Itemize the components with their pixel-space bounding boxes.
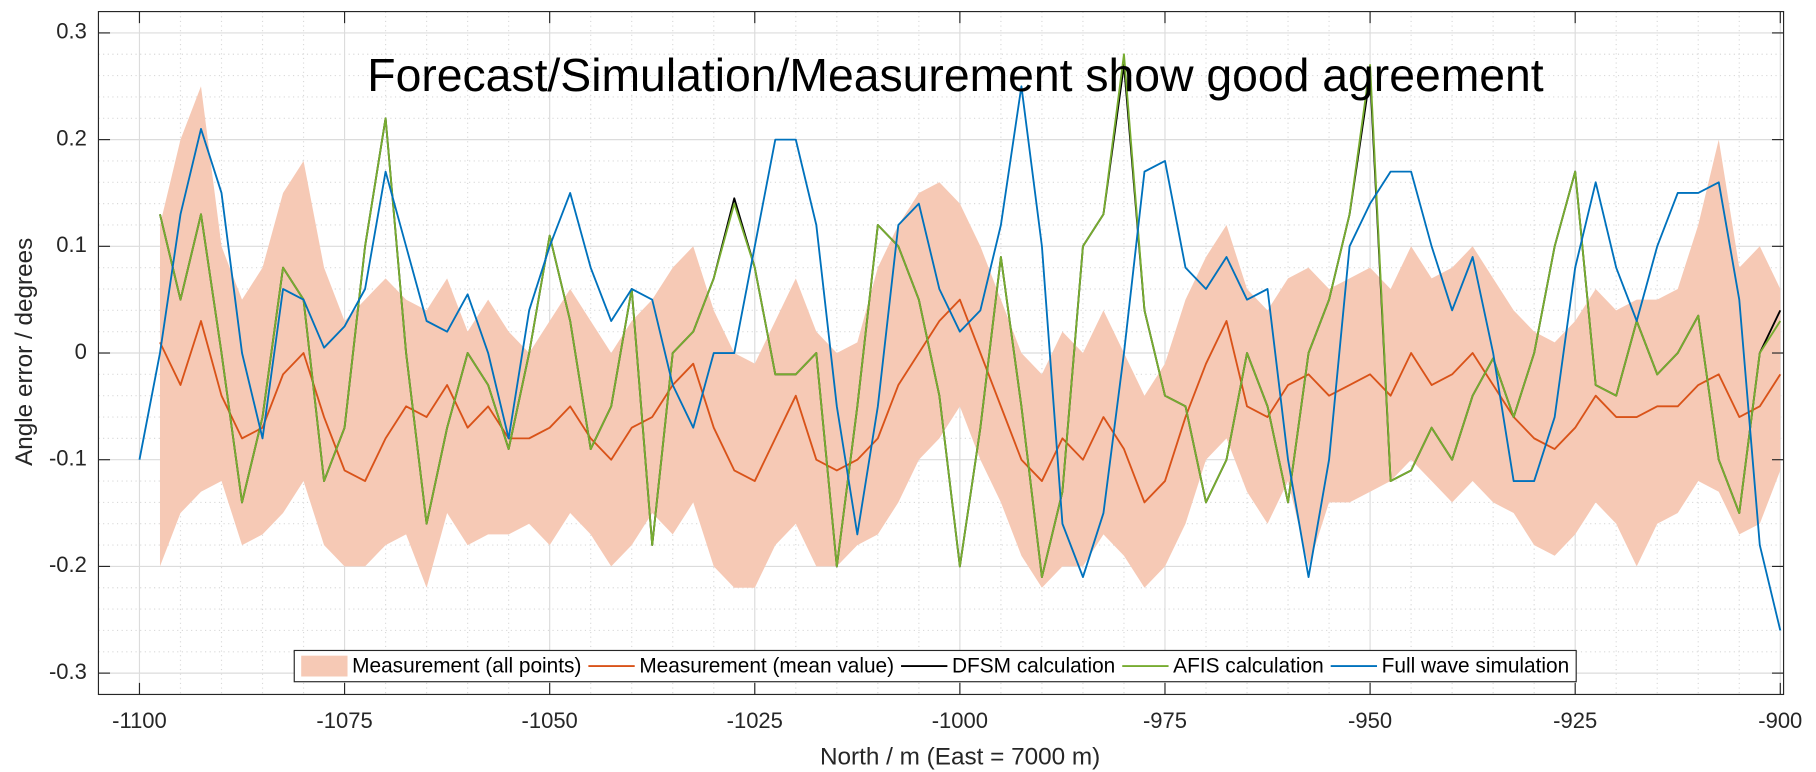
y-tick-label: 0.2 bbox=[56, 125, 87, 150]
x-axis-label: North / m (East = 7000 m) bbox=[820, 744, 1100, 771]
y-tick-label: 0 bbox=[75, 339, 87, 364]
y-tick-label: -0.3 bbox=[49, 659, 87, 684]
y-axis-label: Angle error / degrees bbox=[11, 238, 38, 466]
x-tick-label: -975 bbox=[1143, 708, 1187, 733]
x-tick-label: -1050 bbox=[522, 708, 578, 733]
legend: Measurement (all points) Measurement (mea… bbox=[293, 649, 1577, 683]
y-tick-label: -0.1 bbox=[49, 446, 87, 471]
series-line bbox=[159, 298, 1782, 504]
legend-label: Full wave simulation bbox=[1382, 655, 1570, 678]
x-tick-label: -1100 bbox=[112, 708, 167, 733]
legend-label: Measurement (mean value) bbox=[639, 655, 894, 678]
legend-label: AFIS calculation bbox=[1173, 655, 1324, 678]
x-tick-label: -950 bbox=[1348, 708, 1392, 733]
x-tick-label: -925 bbox=[1553, 708, 1597, 733]
x-tick-label: -1075 bbox=[316, 708, 372, 733]
annotation: Forecast/Simulation/Measurement show goo… bbox=[367, 49, 1544, 101]
y-tick-label: 0.1 bbox=[56, 232, 87, 257]
y-tick-label: 0.3 bbox=[56, 19, 87, 44]
band-area bbox=[159, 86, 1781, 588]
legend-label: DFSM calculation bbox=[952, 655, 1115, 678]
marks bbox=[138, 53, 1782, 631]
x-tick-label: -1000 bbox=[932, 708, 988, 733]
axes: -1100 -1075 -1050 -1025 -1000 -975 -950 -925 -90… bbox=[49, 11, 1802, 733]
series-line bbox=[159, 53, 1782, 579]
y-tick-label: -0.2 bbox=[49, 552, 87, 577]
x-tick-label: -1025 bbox=[727, 708, 783, 733]
series-line bbox=[138, 85, 1782, 631]
x-tick-label: -900 bbox=[1758, 708, 1802, 733]
legend-label: Measurement (all points) bbox=[352, 655, 581, 678]
legend-swatch bbox=[301, 655, 348, 677]
